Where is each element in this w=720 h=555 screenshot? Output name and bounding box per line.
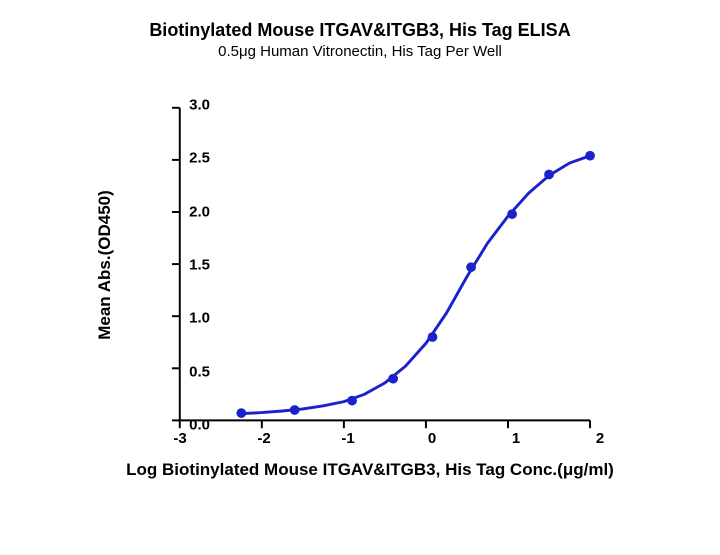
data-point (428, 332, 438, 342)
y-axis-label: Mean Abs.(OD450) (95, 190, 115, 340)
x-tick-label: -1 (333, 430, 363, 447)
data-point (347, 396, 357, 406)
x-tick-label: 1 (501, 430, 531, 447)
data-point (290, 405, 300, 415)
y-tick-label: 2.0 (170, 203, 210, 220)
plot-svg (170, 103, 592, 433)
data-point (507, 209, 517, 219)
data-point (544, 170, 554, 180)
data-point (466, 262, 476, 272)
x-tick-label: -2 (249, 430, 279, 447)
y-tick-label: 1.5 (170, 257, 210, 274)
y-tick-label: 1.0 (170, 310, 210, 327)
data-point (236, 408, 246, 418)
data-point (388, 374, 398, 384)
x-tick-label: 0 (417, 430, 447, 447)
y-tick-label: 0.5 (170, 363, 210, 380)
chart-title: Biotinylated Mouse ITGAV&ITGB3, His Tag … (0, 20, 720, 41)
y-tick-label: 2.5 (170, 150, 210, 167)
x-tick-label: 2 (585, 430, 615, 447)
data-point (585, 151, 595, 161)
chart-subtitle: 0.5μg Human Vitronectin, His Tag Per Wel… (0, 43, 720, 60)
x-axis-label: Log Biotinylated Mouse ITGAV&ITGB3, His … (100, 460, 640, 480)
y-tick-label: 3.0 (170, 97, 210, 114)
chart-container: Mean Abs.(OD450) 0.00.51.01.52.02.53.0 -… (100, 95, 640, 515)
x-tick-label: -3 (165, 430, 195, 447)
plot-area (180, 105, 600, 425)
